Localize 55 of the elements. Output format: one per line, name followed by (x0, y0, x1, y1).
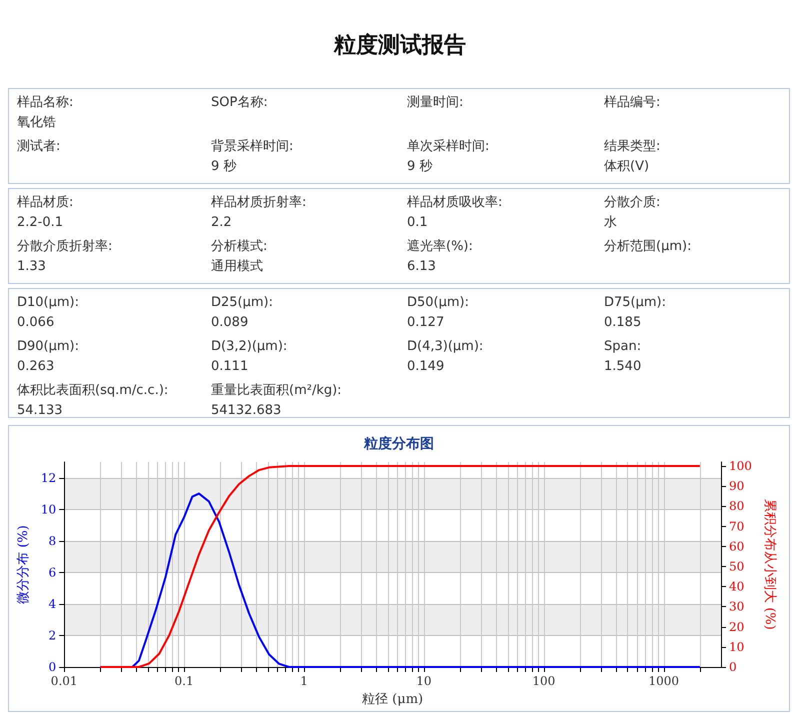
text: 体积比表面积(sq.m/c.c.): 54.133 (17, 382, 168, 420)
text: 粒度测试报告 (332, 32, 467, 60)
text: 样品材质: 2.2-0.1 (17, 194, 74, 232)
text: D(3,2)(μm): 0.111 (211, 338, 288, 376)
y2-tick-label: 0 (729, 660, 737, 674)
text: D75(μm): 0.185 (604, 294, 666, 332)
x-tick-label: 0.01 (50, 674, 78, 688)
text: 结果类型: 体积(V) (604, 138, 660, 176)
text: SOP名称: (211, 94, 268, 112)
chart-title: 粒度分布图 (363, 435, 434, 452)
text: 分散介质: 水 (604, 194, 660, 232)
text: D90(μm): 0.263 (17, 338, 80, 376)
x-axis-title: 粒径 (μm) (362, 692, 424, 707)
y2-tick-label: 20 (729, 620, 744, 634)
text: Span: 1.540 (604, 338, 642, 376)
text: D(4,3)(μm): 0.149 (407, 338, 484, 376)
y2-tick-label: 40 (729, 580, 744, 594)
text: 背景采样时间: 9 秒 (211, 138, 294, 176)
text: 样品名称: 氧化锆 (17, 94, 74, 132)
text: D10(μm): 0.066 (17, 294, 80, 332)
y-tick-label: 12 (40, 470, 56, 485)
text: 样品编号: (604, 94, 660, 112)
x-tick-label: 10 (416, 674, 432, 688)
x-tick-label: 0.1 (174, 674, 194, 688)
text: 重量比表面积(m²/kg): 54132.683 (211, 382, 342, 420)
text: 样品材质吸收率: 0.1 (407, 194, 502, 232)
y2-axis-title: 累积分布从小到大 (%) (762, 499, 777, 630)
text: 遮光率(%): 6.13 (407, 238, 473, 276)
text: 分析模式: 通用模式 (211, 238, 268, 276)
y2-tick-label: 50 (729, 560, 744, 574)
x-tick-label: 1000 (648, 674, 680, 688)
text: 分析范围(μm): (604, 238, 692, 256)
y2-tick-label: 60 (729, 539, 744, 554)
text: D25(μm): 0.089 (211, 294, 274, 332)
y2-tick-label: 10 (729, 640, 744, 654)
y2-tick-label: 100 (729, 459, 752, 474)
y-tick-label: 2 (48, 628, 56, 642)
y-tick-label: 6 (48, 565, 56, 580)
y2-tick-label: 90 (729, 479, 744, 494)
x-tick-label: 1 (300, 674, 308, 688)
y-tick-label: 10 (40, 502, 56, 516)
y2-tick-label: 30 (729, 600, 744, 614)
y-axis-title: 微分分布 (%) (16, 525, 31, 604)
y-tick-label: 8 (48, 534, 56, 548)
y2-tick-label: 80 (729, 499, 744, 514)
y-tick-label: 4 (48, 596, 57, 611)
text: 分散介质折射率: 1.33 (17, 238, 112, 276)
y-tick-label: 0 (48, 660, 56, 674)
text: 测量时间: (407, 94, 464, 112)
text: 单次采样时间: 9 秒 (407, 138, 490, 176)
text: D50(μm): 0.127 (407, 294, 470, 332)
text: 样品材质折射率: 2.2 (211, 194, 306, 232)
x-tick-label: 100 (532, 674, 556, 688)
y2-tick-label: 70 (729, 519, 744, 534)
text: 测试者: (17, 138, 60, 156)
